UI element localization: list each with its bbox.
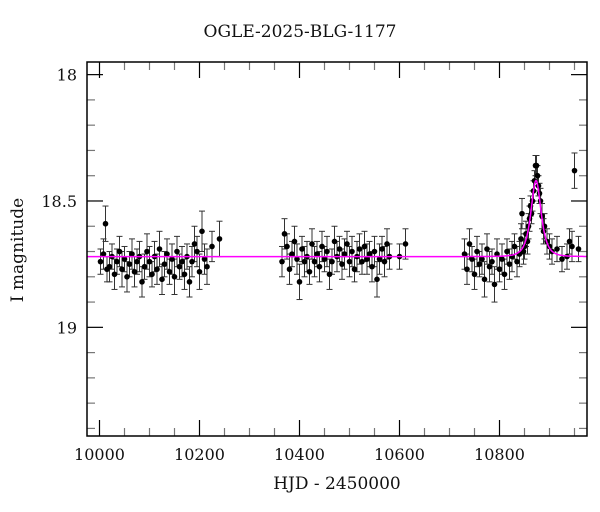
model-curve	[87, 179, 587, 258]
svg-text:10600: 10600	[374, 445, 425, 464]
tick-labels: 10000 10200 10400 10600 10800 18 18.5 19	[41, 66, 525, 464]
axis-ticks	[87, 62, 587, 436]
y-axis-label: I magnitude	[8, 197, 28, 303]
svg-text:10200: 10200	[174, 445, 225, 464]
svg-text:18.5: 18.5	[41, 192, 77, 211]
data-points	[97, 162, 582, 288]
plot-frame	[86, 61, 588, 437]
svg-text:10000: 10000	[74, 445, 125, 464]
chart-title: OGLE-2025-BLG-1177	[203, 22, 397, 42]
svg-text:19: 19	[57, 318, 77, 337]
svg-text:18: 18	[57, 66, 77, 85]
error-bars	[97, 152, 582, 303]
svg-text:10800: 10800	[474, 445, 525, 464]
x-axis-label: HJD - 2450000	[273, 474, 401, 494]
svg-text:10400: 10400	[274, 445, 325, 464]
